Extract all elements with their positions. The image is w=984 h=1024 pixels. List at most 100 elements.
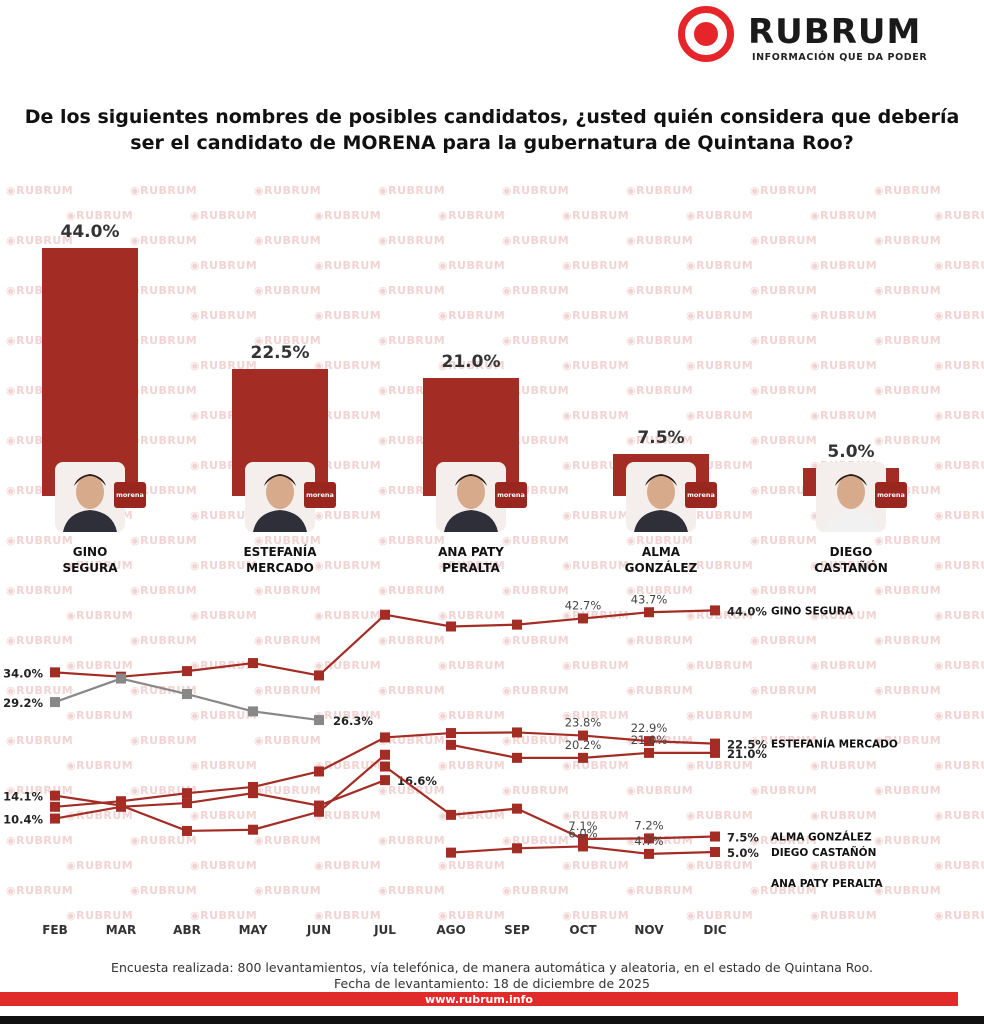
data-label: 5.0% [727,846,759,860]
watermark-text: ◉RUBRUM [874,184,942,197]
morena-badge: morena [875,482,907,508]
data-point [314,670,324,681]
watermark-text: ◉RUBRUM [314,659,382,672]
watermark-text: ◉RUBRUM [66,909,134,922]
x-tick-label: MAY [239,923,268,937]
watermark-text: ◉RUBRUM [6,184,74,197]
data-point [512,843,522,854]
watermark-text: ◉RUBRUM [874,284,942,297]
candidate-photo [436,462,506,532]
watermark-text: ◉RUBRUM [130,484,198,497]
data-point [512,752,522,763]
watermark-text: ◉RUBRUM [378,784,446,797]
series-line [54,609,716,678]
watermark-text: ◉RUBRUM [810,359,878,372]
data-label: 22.5% [727,738,767,752]
watermark-text: ◉RUBRUM [438,909,506,922]
watermark-text: ◉RUBRUM [314,309,382,322]
watermark-text: ◉RUBRUM [874,234,942,247]
data-point [248,824,258,835]
data-point [50,801,60,812]
watermark-text: ◉RUBRUM [562,259,630,272]
series-line [54,779,386,820]
watermark-text: ◉RUBRUM [686,859,754,872]
data-point [314,766,324,777]
watermark-text: ◉RUBRUM [750,234,818,247]
data-point [380,749,390,760]
watermark-text: ◉RUBRUM [130,184,198,197]
data-label: 7.5% [727,831,759,845]
watermark-text: ◉RUBRUM [502,334,570,347]
series-line [54,753,386,833]
watermark-text: ◉RUBRUM [686,659,754,672]
watermark-text: ◉RUBRUM [934,559,984,572]
watermark-text: ◉RUBRUM [810,909,878,922]
data-label: 29.2% [3,696,43,710]
watermark-text: ◉RUBRUM [626,884,694,897]
watermark-text: ◉RUBRUM [314,559,382,572]
watermark-text: ◉RUBRUM [750,634,818,647]
watermark-text: ◉RUBRUM [874,434,942,447]
watermark-text: ◉RUBRUM [190,759,258,772]
watermark-text: ◉RUBRUM [686,309,754,322]
data-point [50,697,60,708]
candidate-name: ESTEFANÍA MERCADO [243,545,317,575]
series-name-label: ANA PATY PERALTA [771,878,884,890]
x-tick-label: ABR [173,923,201,937]
watermark-text: ◉RUBRUM [254,684,322,697]
watermark-text: ◉RUBRUM [562,409,630,422]
data-point [578,613,588,624]
data-point [710,831,720,842]
watermark-text: ◉RUBRUM [314,609,382,622]
watermark-text: ◉RUBRUM [750,484,818,497]
watermark-text: ◉RUBRUM [314,759,382,772]
watermark-text: ◉RUBRUM [934,909,984,922]
watermark-text: ◉RUBRUM [750,384,818,397]
watermark-text: ◉RUBRUM [750,834,818,847]
watermark-text: ◉RUBRUM [314,809,382,822]
watermark-text: ◉RUBRUM [502,884,570,897]
footer-url[interactable]: www.rubrum.info [425,993,533,1006]
watermark-text: ◉RUBRUM [66,659,134,672]
watermark-text: ◉RUBRUM [874,384,942,397]
watermark-text: ◉RUBRUM [130,284,198,297]
bar-value-label: 5.0% [827,441,875,462]
watermark-text: ◉RUBRUM [254,634,322,647]
watermark-text: ◉RUBRUM [438,859,506,872]
watermark-text: ◉RUBRUM [750,684,818,697]
watermark-text: ◉RUBRUM [810,409,878,422]
watermark-text: ◉RUBRUM [750,884,818,897]
data-label: 14.1% [3,790,43,804]
watermark-text: ◉RUBRUM [378,684,446,697]
watermark-text: ◉RUBRUM [874,884,942,897]
bar-value-label: 21.0% [441,351,501,372]
data-point [182,788,192,799]
data-point [182,689,192,700]
watermark-text: ◉RUBRUM [934,409,984,422]
watermark-text: ◉RUBRUM [934,709,984,722]
data-point [182,825,192,836]
watermark-text: ◉RUBRUM [314,859,382,872]
watermark-text: ◉RUBRUM [686,209,754,222]
watermark-text: ◉RUBRUM [810,859,878,872]
watermark-text: ◉RUBRUM [874,334,942,347]
watermark-text: ◉RUBRUM [810,209,878,222]
watermark-text: ◉RUBRUM [378,834,446,847]
watermark-text: ◉RUBRUM [626,784,694,797]
watermark-text: ◉RUBRUM [190,359,258,372]
data-point [50,813,60,824]
data-point [116,801,126,812]
x-tick-label: AGO [436,923,465,937]
watermark-text: ◉RUBRUM [190,309,258,322]
data-point [50,790,60,801]
watermark-text: ◉RUBRUM [502,284,570,297]
x-tick-label: JUL [373,923,396,937]
x-tick-label: DIC [703,923,726,937]
data-label: 20.2% [565,738,602,752]
watermark-text: ◉RUBRUM [6,884,74,897]
watermark-text: ◉RUBRUM [934,509,984,522]
data-point [710,847,720,858]
data-point [314,806,324,817]
watermark-text: ◉RUBRUM [254,584,322,597]
watermark-text: ◉RUBRUM [66,809,134,822]
